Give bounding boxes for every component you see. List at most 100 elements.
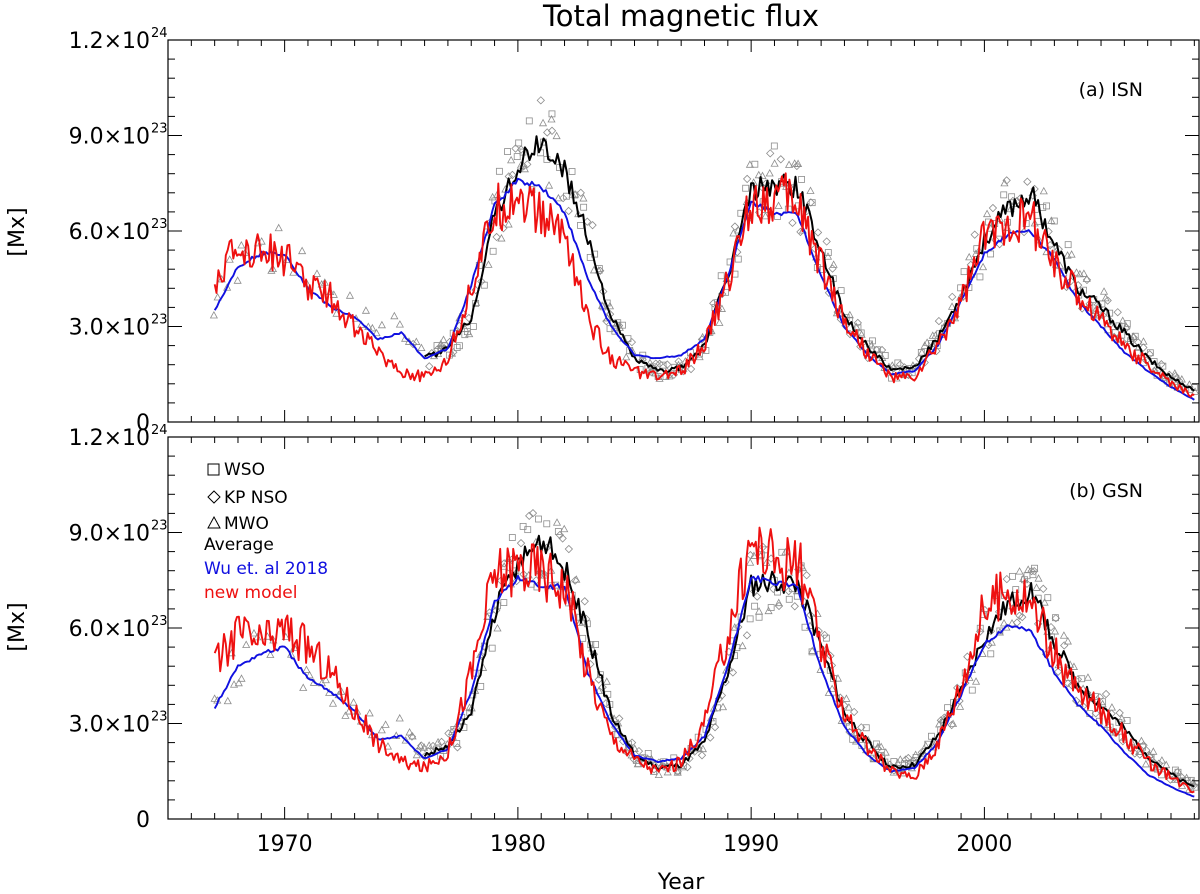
kp-marker	[753, 592, 762, 601]
kp-marker	[697, 751, 707, 760]
wso-marker	[751, 602, 759, 610]
kp-marker	[547, 126, 557, 135]
mwo-marker	[395, 713, 404, 722]
kp-marker	[511, 144, 520, 153]
mwo-marker	[305, 670, 314, 679]
mwo-marker	[1039, 186, 1048, 195]
mwo-marker	[833, 674, 843, 682]
wso-marker	[1009, 572, 1016, 580]
kp-marker	[792, 161, 802, 171]
kp-marker	[525, 511, 534, 520]
mwo-marker	[560, 524, 569, 533]
mwo-marker	[493, 623, 502, 632]
mwo-marker	[302, 665, 311, 673]
kp-marker	[555, 530, 565, 540]
mwo-marker	[842, 694, 851, 702]
series-line-wu	[213, 177, 1195, 401]
mwo-marker	[465, 703, 474, 711]
mwo-marker	[606, 711, 615, 719]
mwo-marker	[420, 743, 429, 751]
mwo-marker	[223, 696, 232, 705]
mwo-marker	[274, 223, 283, 232]
kp-marker	[1039, 584, 1048, 593]
figure-title: Total magnetic flux	[542, 0, 819, 33]
kp-marker	[596, 266, 605, 275]
wso-marker	[477, 682, 485, 690]
mwo-marker	[249, 628, 259, 637]
mwo-marker	[223, 283, 232, 291]
y-tick-label: 1.2×10	[69, 426, 150, 451]
mwo-marker	[1122, 322, 1131, 330]
wso-marker	[1050, 217, 1058, 225]
y-tick-exponent: 23	[151, 614, 168, 629]
mwo-marker	[637, 355, 646, 363]
wso-marker	[862, 724, 870, 732]
kp-marker	[947, 720, 956, 730]
kp-marker	[904, 753, 913, 763]
wso-marker	[513, 153, 521, 161]
wso-marker	[619, 321, 626, 329]
mwo-marker	[1099, 287, 1109, 295]
mwo-marker	[1050, 627, 1060, 635]
wso-marker	[535, 515, 542, 523]
mwo-marker	[917, 348, 926, 356]
y-tick-label: 0	[136, 808, 150, 833]
kp-marker	[822, 237, 831, 246]
wso-marker	[808, 199, 816, 207]
mwo-marker	[749, 551, 759, 559]
y-tick-label: 6.0×10	[69, 617, 150, 642]
mwo-marker	[1015, 567, 1024, 575]
kp-marker	[710, 723, 720, 732]
wso-marker	[456, 342, 463, 350]
kp-marker	[570, 576, 580, 585]
wso-marker	[1039, 204, 1047, 211]
mwo-marker	[465, 329, 474, 338]
wso-marker	[881, 352, 889, 359]
mwo-marker	[1059, 631, 1068, 639]
wso-marker	[944, 704, 951, 712]
mwo-marker	[1034, 574, 1043, 582]
x-tick-label: 1990	[723, 832, 779, 857]
mwo-marker	[888, 361, 897, 369]
mwo-marker	[965, 252, 974, 261]
mwo-marker	[209, 310, 218, 319]
mwo-marker	[790, 159, 799, 167]
mwo-marker	[745, 160, 754, 168]
panel-label-isn: (a) ISN	[1079, 79, 1143, 101]
mwo-marker	[877, 742, 886, 751]
mwo-marker	[1083, 673, 1093, 681]
mwo-marker	[544, 181, 554, 189]
kp-marker	[988, 203, 998, 213]
wso-marker	[611, 327, 619, 335]
panel-label-gsn: (b) GSN	[1069, 480, 1143, 502]
kp-marker	[492, 232, 501, 242]
mwo-marker	[867, 341, 876, 349]
kp-marker	[849, 707, 859, 717]
mwo-marker	[754, 170, 763, 179]
mwo-marker	[234, 678, 243, 687]
kp-marker	[1113, 308, 1122, 317]
wso-marker	[469, 323, 477, 330]
kp-marker	[1142, 356, 1151, 365]
mwo-marker	[328, 699, 338, 707]
mwo-marker	[758, 171, 767, 180]
mwo-marker	[948, 719, 958, 727]
mwo-marker	[605, 301, 615, 310]
mwo-marker	[1170, 369, 1179, 377]
wso-marker	[1000, 191, 1008, 199]
mwo-marker	[237, 240, 246, 249]
mwo-marker	[663, 767, 672, 776]
legend-label-model: new model	[204, 583, 297, 603]
mwo-marker	[266, 650, 275, 658]
legend-label-wso: WSO	[224, 460, 265, 480]
mwo-marker	[923, 338, 932, 346]
legend-item-wso: WSO	[207, 460, 265, 480]
kp-marker	[1129, 333, 1138, 342]
kp-marker	[564, 206, 573, 216]
mwo-marker	[547, 114, 556, 123]
y-axis-label-gsn: [Mx]	[5, 602, 30, 651]
wso-marker	[751, 160, 759, 168]
mwo-marker	[299, 683, 308, 691]
kp-marker	[802, 571, 811, 580]
kp-marker	[730, 222, 740, 231]
